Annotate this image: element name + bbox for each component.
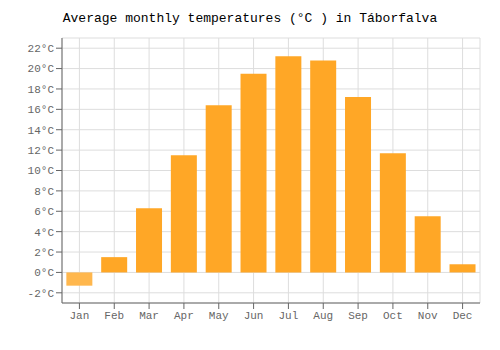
svg-text:-2°C: -2°C bbox=[28, 288, 55, 300]
svg-text:Jan: Jan bbox=[70, 310, 90, 322]
svg-text:18°C: 18°C bbox=[28, 84, 55, 96]
svg-text:0°C: 0°C bbox=[34, 267, 54, 279]
svg-text:14°C: 14°C bbox=[28, 125, 55, 137]
svg-text:Apr: Apr bbox=[174, 310, 194, 322]
svg-text:Sep: Sep bbox=[348, 310, 368, 322]
svg-text:12°C: 12°C bbox=[28, 145, 55, 157]
svg-text:Jul: Jul bbox=[279, 310, 299, 322]
svg-text:4°C: 4°C bbox=[34, 227, 54, 239]
svg-text:Mar: Mar bbox=[139, 310, 159, 322]
svg-text:2°C: 2°C bbox=[34, 247, 54, 259]
svg-text:May: May bbox=[209, 310, 229, 322]
svg-text:Jun: Jun bbox=[244, 310, 264, 322]
html-text:Average monthly temperatures (: Average monthly temperatures (°C ) in Tá… bbox=[62, 11, 438, 26]
svg-text:Nov: Nov bbox=[418, 310, 438, 322]
svg-text:Feb: Feb bbox=[104, 310, 124, 322]
svg-text:Dec: Dec bbox=[453, 310, 473, 322]
svg-text:16°C: 16°C bbox=[28, 104, 55, 116]
svg-text:20°C: 20°C bbox=[28, 63, 55, 75]
svg-text:Aug: Aug bbox=[313, 310, 333, 322]
svg-text:8°C: 8°C bbox=[34, 186, 54, 198]
svg-text:6°C: 6°C bbox=[34, 206, 54, 218]
svg-text:22°C: 22°C bbox=[28, 43, 55, 55]
svg-text:10°C: 10°C bbox=[28, 165, 55, 177]
svg-text:Oct: Oct bbox=[383, 310, 403, 322]
